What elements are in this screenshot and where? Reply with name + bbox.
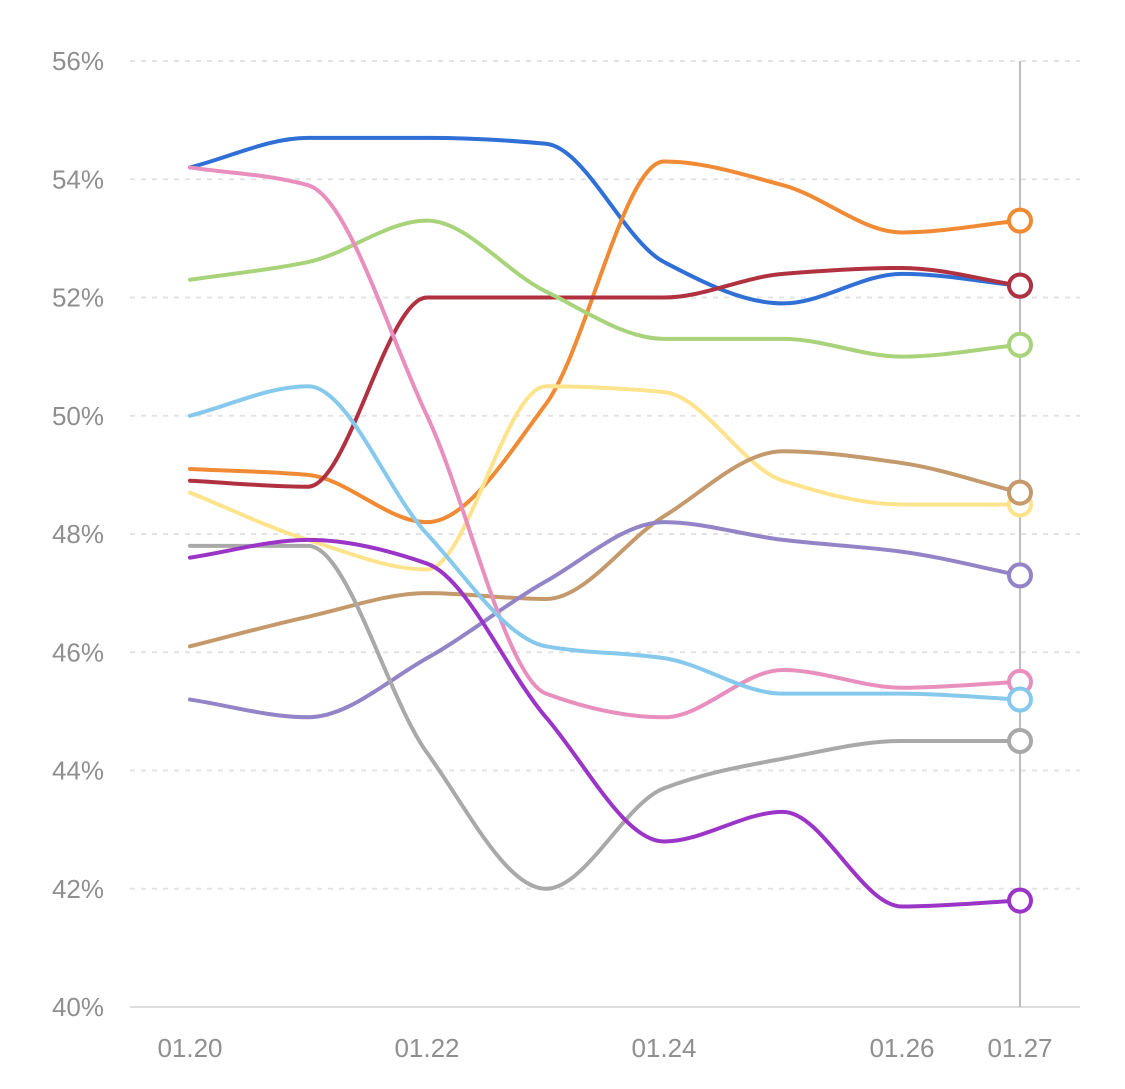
series-end-marker[interactable] <box>1007 887 1033 914</box>
y-tick-label: 42% <box>52 874 104 904</box>
y-tick-label: 40% <box>52 992 104 1022</box>
y-tick-label: 50% <box>52 401 104 431</box>
series-end-marker[interactable] <box>1007 479 1033 506</box>
y-tick-label: 56% <box>52 46 104 76</box>
x-tick-label: 01.20 <box>157 1033 222 1063</box>
series-line <box>188 543 1022 891</box>
y-tick-label: 44% <box>52 756 104 786</box>
series-line <box>188 384 1022 572</box>
series-line <box>188 218 1022 359</box>
y-tick-label: 52% <box>52 283 104 313</box>
series-end-marker[interactable] <box>1007 331 1033 358</box>
x-tick-label: 01.27 <box>987 1033 1052 1063</box>
series-line <box>188 265 1022 489</box>
series-end-marker[interactable] <box>1007 272 1033 299</box>
x-tick-label: 01.22 <box>394 1033 459 1063</box>
series-end-marker[interactable] <box>1007 207 1033 234</box>
x-tick-label: 01.24 <box>631 1033 696 1063</box>
y-tick-label: 54% <box>52 164 104 194</box>
y-tick-label: 46% <box>52 637 104 667</box>
series-line <box>188 159 1022 525</box>
series-line <box>188 135 1022 306</box>
series-end-marker[interactable] <box>1007 727 1033 754</box>
y-tick-label: 48% <box>52 519 104 549</box>
series-line <box>188 384 1022 702</box>
series-line <box>188 520 1022 720</box>
series-line <box>188 165 1022 720</box>
series-line <box>188 449 1022 649</box>
x-tick-label: 01.26 <box>869 1033 934 1063</box>
series-end-marker[interactable] <box>1007 562 1033 589</box>
series-end-marker[interactable] <box>1007 686 1033 713</box>
series-line <box>188 537 1022 909</box>
